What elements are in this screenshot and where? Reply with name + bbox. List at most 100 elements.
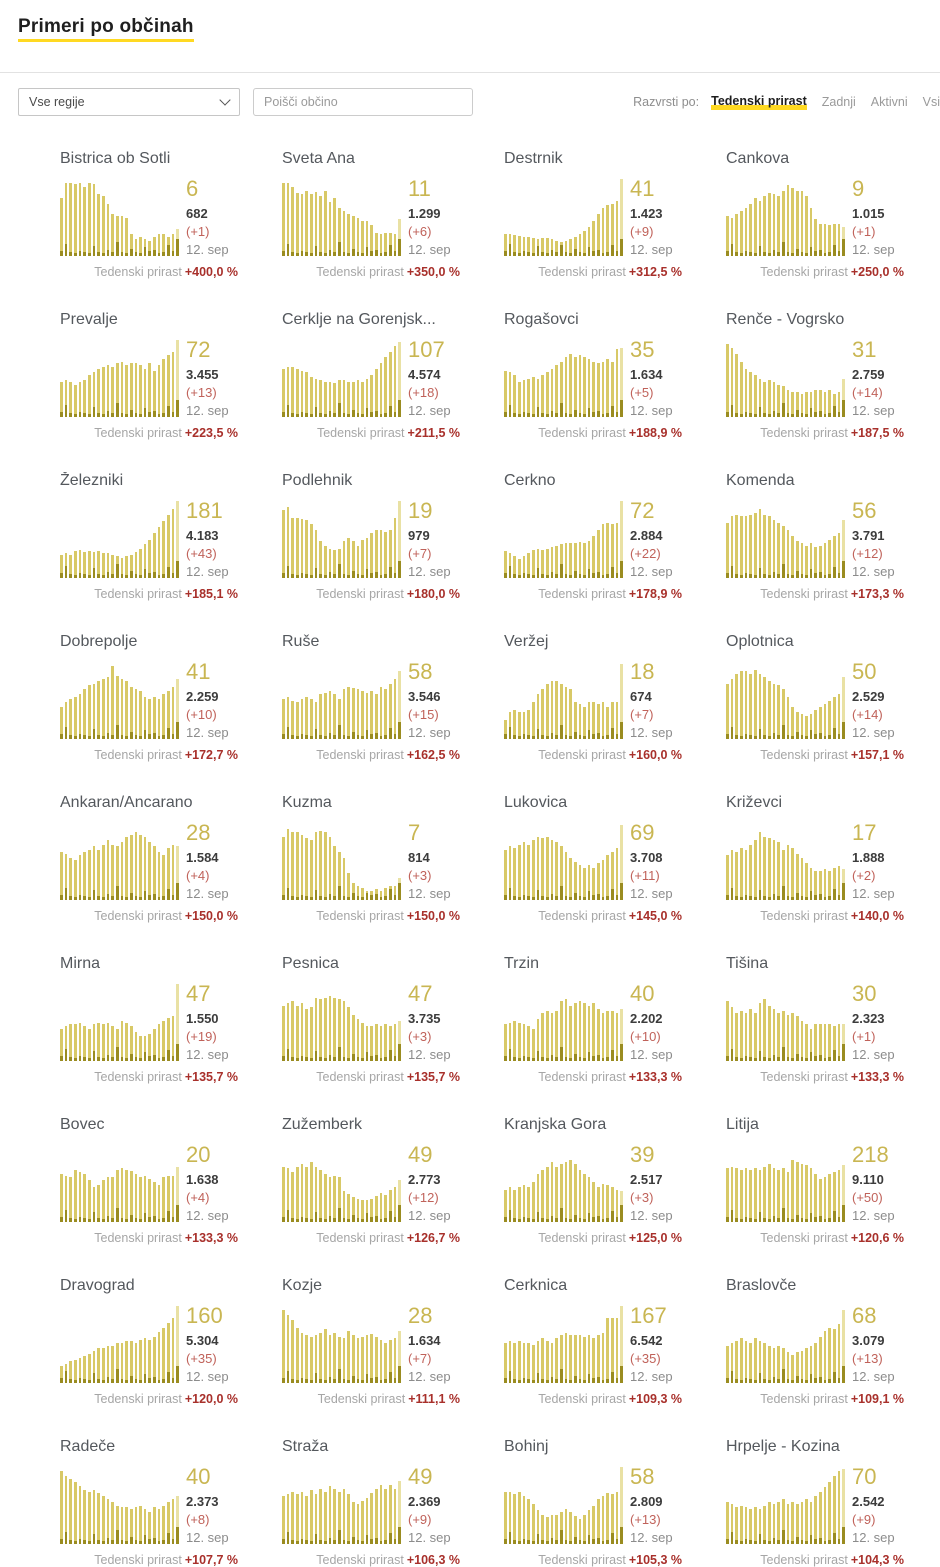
chart-bar[interactable] xyxy=(517,235,521,256)
chart-bar[interactable] xyxy=(379,530,383,578)
chart-bar[interactable] xyxy=(795,1161,799,1222)
chart-bar[interactable] xyxy=(319,1332,322,1383)
chart-bar[interactable] xyxy=(837,1024,841,1061)
chart-bar[interactable] xyxy=(347,213,350,256)
chart-bar[interactable] xyxy=(83,186,86,256)
chart-bar[interactable] xyxy=(587,702,591,739)
cases-bar-chart[interactable] xyxy=(504,1306,624,1383)
chart-bar[interactable] xyxy=(791,188,794,256)
cases-bar-chart[interactable] xyxy=(726,1145,846,1222)
chart-bar[interactable] xyxy=(795,392,799,417)
chart-bar[interactable] xyxy=(291,1319,294,1383)
cases-bar-chart[interactable] xyxy=(504,1467,624,1544)
chart-bar[interactable] xyxy=(323,381,327,417)
chart-bar[interactable] xyxy=(162,1327,166,1383)
chart-bar[interactable] xyxy=(125,1340,128,1383)
chart-bar[interactable] xyxy=(78,550,82,578)
chart-bar[interactable] xyxy=(592,702,596,739)
cases-bar-chart[interactable] xyxy=(504,501,624,578)
chart-bar[interactable] xyxy=(545,836,549,900)
chart-bar[interactable] xyxy=(101,844,105,900)
chart-bar[interactable] xyxy=(592,535,596,578)
chart-bar[interactable] xyxy=(309,1161,313,1222)
chart-bar[interactable] xyxy=(384,688,388,739)
chart-bar[interactable] xyxy=(753,1338,757,1383)
chart-bar[interactable] xyxy=(286,696,290,739)
chart-bar[interactable] xyxy=(592,221,596,256)
chart-bar[interactable] xyxy=(167,1175,170,1222)
chart-bar[interactable] xyxy=(587,359,591,417)
chart-bar[interactable] xyxy=(129,686,133,739)
chart-bar[interactable] xyxy=(398,671,402,739)
chart-bar[interactable] xyxy=(69,698,72,739)
chart-bar[interactable] xyxy=(379,1339,383,1383)
chart-bar[interactable] xyxy=(550,839,554,900)
chart-bar[interactable] xyxy=(125,217,128,256)
chart-bar[interactable] xyxy=(286,507,290,578)
chart-bar[interactable] xyxy=(527,709,530,739)
chart-bar[interactable] xyxy=(111,1026,114,1061)
chart-bar[interactable] xyxy=(735,1168,738,1222)
chart-bar[interactable] xyxy=(777,685,780,739)
chart-bar[interactable] xyxy=(120,361,124,417)
chart-bar[interactable] xyxy=(753,1013,757,1061)
chart-bar[interactable] xyxy=(564,852,568,900)
chart-bar[interactable] xyxy=(111,1177,114,1222)
chart-bar[interactable] xyxy=(365,692,369,739)
chart-bar[interactable] xyxy=(125,1022,128,1061)
chart-bar[interactable] xyxy=(384,356,388,417)
chart-bar[interactable] xyxy=(309,1336,313,1383)
chart-bar[interactable] xyxy=(120,1507,124,1544)
chart-bar[interactable] xyxy=(323,1491,327,1544)
chart-bar[interactable] xyxy=(393,886,397,900)
chart-bar[interactable] xyxy=(805,715,808,739)
chart-bar[interactable] xyxy=(527,236,530,256)
chart-bar[interactable] xyxy=(125,364,128,417)
chart-bar[interactable] xyxy=(300,834,304,900)
chart-bar[interactable] xyxy=(120,842,124,900)
chart-bar[interactable] xyxy=(282,510,285,578)
chart-bar[interactable] xyxy=(398,878,402,900)
chart-bar[interactable] xyxy=(148,698,152,739)
chart-bar[interactable] xyxy=(517,1491,521,1544)
chart-bar[interactable] xyxy=(833,223,836,256)
chart-bar[interactable] xyxy=(389,232,392,256)
chart-bar[interactable] xyxy=(763,677,766,739)
chart-bar[interactable] xyxy=(384,531,388,578)
chart-bar[interactable] xyxy=(73,696,77,739)
chart-bar[interactable] xyxy=(295,1493,299,1544)
chart-bar[interactable] xyxy=(384,1024,388,1061)
chart-bar[interactable] xyxy=(795,190,799,256)
chart-bar[interactable] xyxy=(101,195,105,256)
chart-bar[interactable] xyxy=(508,553,512,578)
chart-bar[interactable] xyxy=(573,1335,577,1383)
chart-bar[interactable] xyxy=(805,392,808,417)
chart-bar[interactable] xyxy=(282,1309,285,1383)
chart-bar[interactable] xyxy=(541,1514,544,1544)
chart-bar[interactable] xyxy=(291,517,294,578)
chart-bar[interactable] xyxy=(559,544,563,578)
chart-bar[interactable] xyxy=(758,832,762,900)
chart-bar[interactable] xyxy=(735,353,738,417)
chart-bar[interactable] xyxy=(291,1491,294,1544)
chart-bar[interactable] xyxy=(286,1003,290,1061)
chart-bar[interactable] xyxy=(106,1177,110,1222)
chart-bar[interactable] xyxy=(531,1181,535,1222)
chart-bar[interactable] xyxy=(517,558,521,578)
chart-bar[interactable] xyxy=(555,364,558,417)
chart-bar[interactable] xyxy=(87,374,91,417)
chart-bar[interactable] xyxy=(735,514,738,578)
chart-bar[interactable] xyxy=(347,381,350,417)
region-select[interactable]: Vse regije xyxy=(18,88,240,116)
chart-bar[interactable] xyxy=(777,195,780,256)
chart-bar[interactable] xyxy=(786,844,790,900)
chart-bar[interactable] xyxy=(314,1493,318,1544)
chart-bar[interactable] xyxy=(517,382,521,417)
chart-bar[interactable] xyxy=(305,1008,308,1061)
chart-bar[interactable] xyxy=(328,1335,332,1383)
sort-option-2[interactable]: Aktivni xyxy=(870,95,908,109)
chart-bar[interactable] xyxy=(611,1187,614,1222)
chart-bar[interactable] xyxy=(564,240,568,256)
chart-bar[interactable] xyxy=(333,1332,336,1383)
chart-bar[interactable] xyxy=(134,832,138,900)
